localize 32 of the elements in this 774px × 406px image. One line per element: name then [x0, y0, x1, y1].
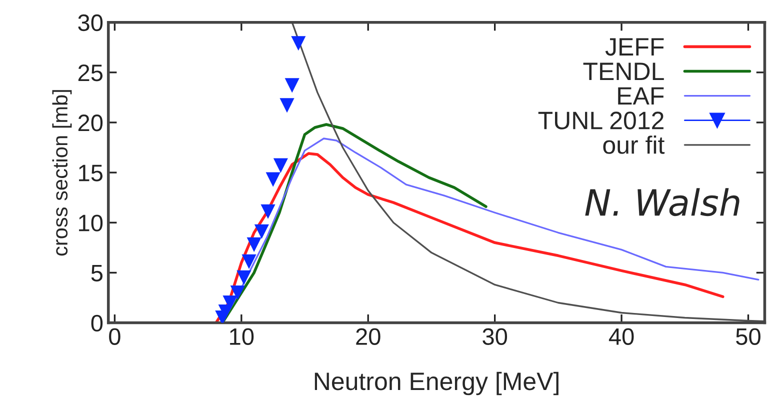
- y-tick-label: 10: [79, 214, 103, 232]
- point: [246, 237, 262, 252]
- point: [280, 98, 294, 113]
- legend-label: EAF: [618, 87, 664, 105]
- legend-label: our fit: [603, 136, 665, 154]
- legend-label: TUNL 2012: [538, 112, 664, 130]
- x-tick-label: 20: [356, 328, 380, 345]
- x-axis-title: Neutron Energy [MeV]: [314, 372, 558, 396]
- x-tick-label: 50: [736, 328, 760, 345]
- y-tick-label: 30: [78, 14, 103, 32]
- x-tick-label: 40: [608, 328, 634, 345]
- legend-label: JEFF: [605, 38, 664, 56]
- point: [242, 254, 256, 269]
- x-tick-label: 10: [230, 328, 254, 345]
- point: [230, 285, 245, 300]
- point: [273, 158, 288, 173]
- y-tick-label: 25: [78, 64, 103, 82]
- point: [284, 78, 300, 93]
- y-tick-label: 15: [79, 164, 103, 182]
- x-tick-label: 30: [482, 328, 508, 345]
- point: [291, 36, 306, 51]
- y-tick-label: 20: [78, 114, 103, 132]
- point: [236, 270, 252, 285]
- point: [260, 204, 276, 219]
- point: [254, 224, 269, 239]
- y-tick-label: 0: [91, 314, 103, 332]
- annotation: N. Walsh: [585, 188, 740, 216]
- y-tick-label: 5: [91, 265, 103, 282]
- y-axis-title: cross section [mb]: [52, 90, 72, 256]
- x-tick-label: 0: [109, 328, 120, 345]
- legend-label: TENDL: [583, 62, 664, 80]
- point: [266, 172, 280, 187]
